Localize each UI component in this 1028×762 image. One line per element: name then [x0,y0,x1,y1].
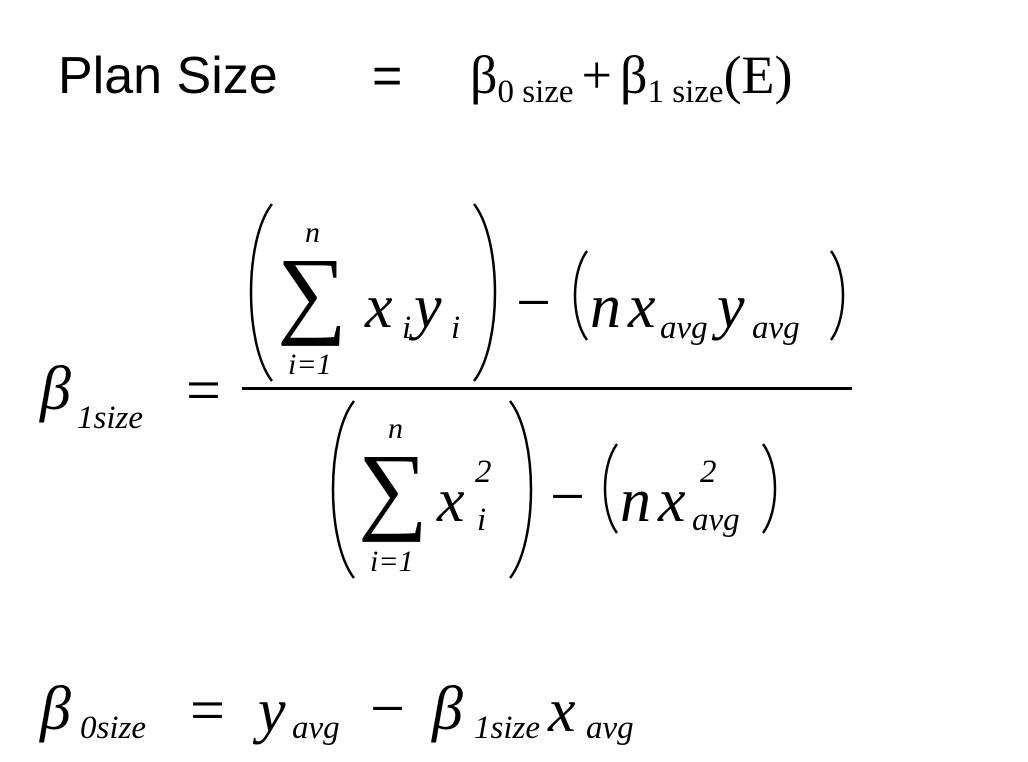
y-subscript: avg [292,710,340,746]
beta-subscript: 1size [77,400,143,436]
x-superscript: 2 [475,454,492,490]
equals-sign: = [190,677,225,745]
plan-size-formula: β0 size + β1 size(E) [470,48,793,109]
sum-upper-limit: n [305,216,320,249]
y-variable: y [258,677,286,745]
n-variable: n [590,273,621,341]
fraction-bar [242,387,852,390]
y-subscript: i [451,310,461,346]
x-variable: x [437,467,465,535]
x-superscript: 2 [700,454,717,490]
x-variable: x [365,273,393,341]
x-variable: x [628,273,656,341]
left-paren-icon [249,203,273,382]
summation-icon: ∑ [358,435,428,543]
minus-sign: − [550,463,585,531]
sum-lower-limit: i=1 [370,545,414,578]
left-paren-icon [331,400,355,579]
effort-argument: (E) [723,45,793,105]
beta-subscript: 1 size [647,74,724,110]
x-subscript: avg [660,310,708,346]
minus-sign: − [516,269,551,337]
beta-symbol: β [432,675,463,743]
y-variable: y [717,273,745,341]
summation-icon: ∑ [277,239,347,347]
x-subscript: avg [692,502,740,538]
plus-sign: + [581,45,613,105]
right-paren-icon [829,250,845,341]
x-subscript: i [477,502,487,538]
equals-sign: = [186,357,221,425]
plan-size-label: Plan Size [58,47,278,105]
x-subscript: i [402,310,412,346]
sum-lower-limit: i=1 [288,348,332,381]
sum-upper-limit: n [388,412,403,445]
minus-sign: − [370,675,405,743]
beta-symbol: β [40,675,71,743]
beta-subscript: 0size [80,710,146,746]
beta-subscript: 1size [474,710,540,746]
right-paren-icon [473,203,497,382]
beta-symbol: β [470,45,498,105]
beta-symbol: β [620,45,648,105]
y-subscript: avg [752,310,800,346]
right-paren-icon [509,400,533,579]
equals-sign: = [372,47,403,105]
left-paren-icon [603,443,619,534]
left-paren-icon [573,250,589,341]
y-variable: y [414,273,442,341]
x-variable: x [548,677,576,745]
beta-symbol: β [40,355,71,423]
x-variable: x [658,467,686,535]
beta-subscript: 0 size [497,74,574,110]
n-variable: n [620,467,651,535]
right-paren-icon [761,443,777,534]
x-subscript: avg [586,710,634,746]
